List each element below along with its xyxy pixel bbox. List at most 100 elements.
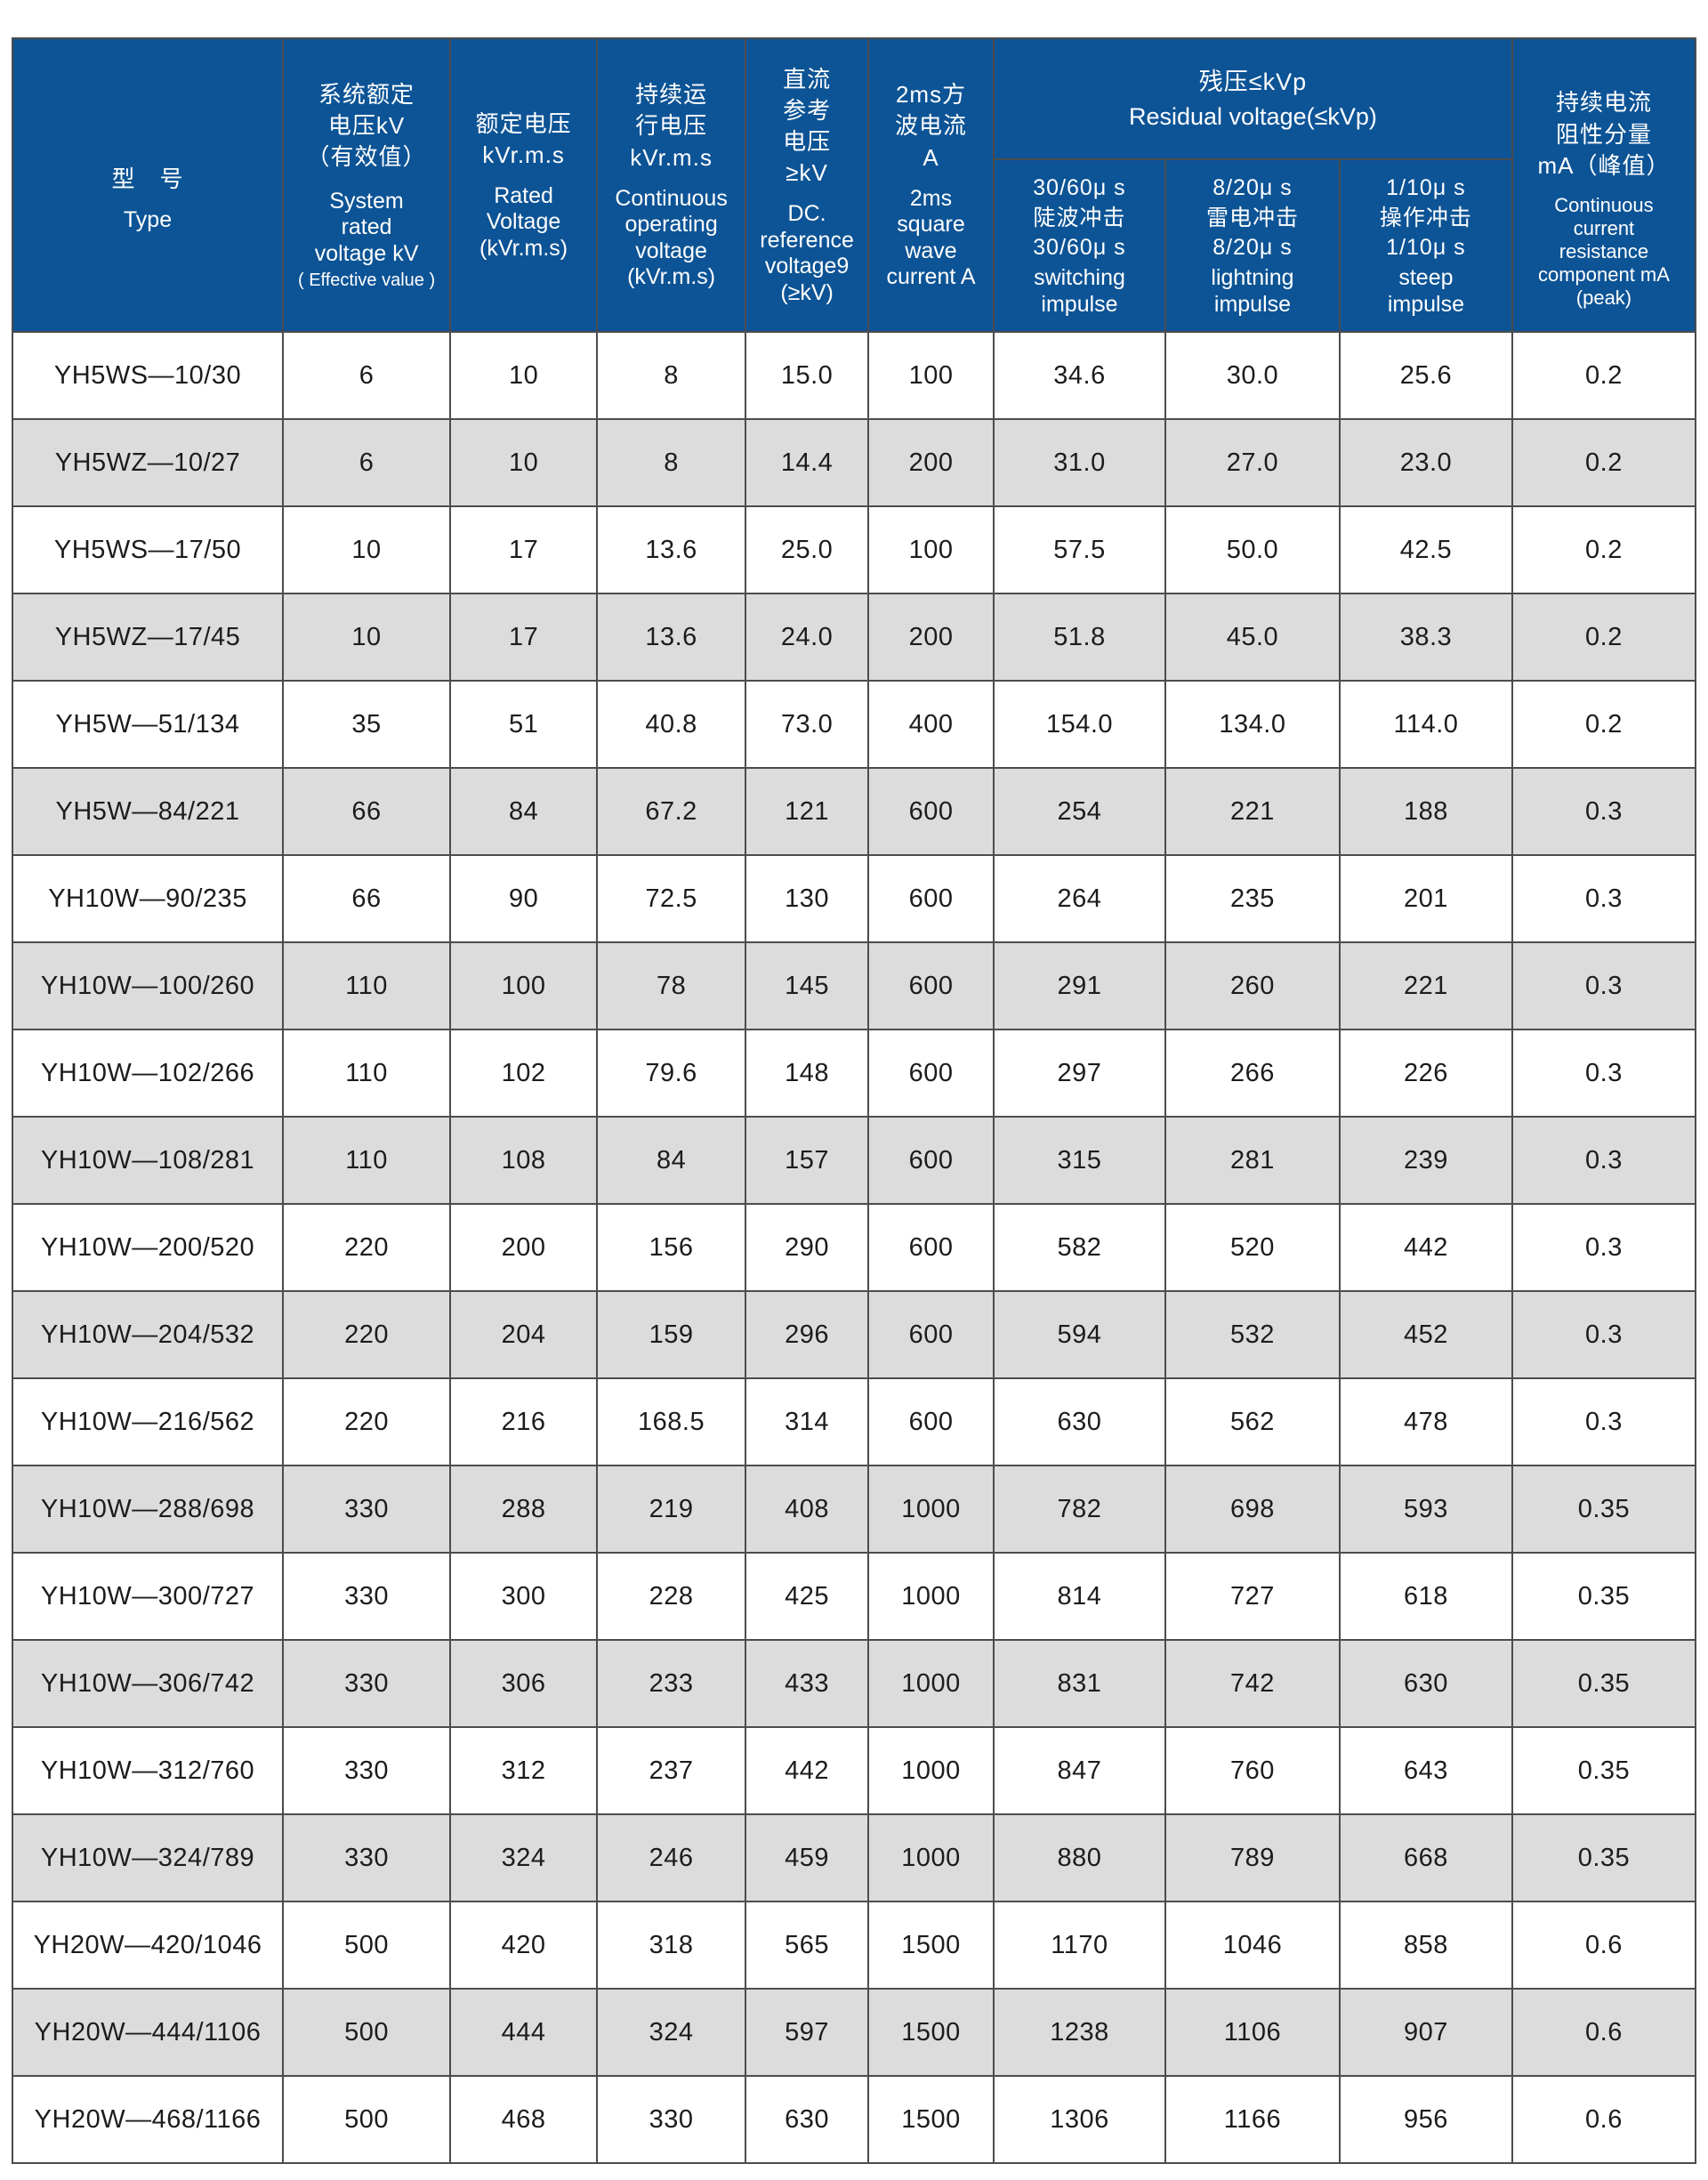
value-cell: 630 <box>1338 1639 1513 1728</box>
table-row: YH10W—90/235 66 90 72.5 130 600 264 235 201 0.3 <box>11 854 1697 943</box>
type-cell: YH10W—312/760 <box>11 1726 285 1815</box>
table-body: YH5WS—10/30 6 10 8 15.0 100 34.6 30.0 25.6 0.2 YH5… <box>11 331 1697 2164</box>
value-cell: 296 <box>745 1290 870 1379</box>
value-cell: 110 <box>282 1029 452 1118</box>
switching-impulse-en: switching impulse <box>1034 265 1125 317</box>
value-cell: 425 <box>745 1552 870 1641</box>
value-cell: 291 <box>993 941 1166 1030</box>
value-cell: 157 <box>745 1116 870 1205</box>
value-cell: 442 <box>745 1726 870 1815</box>
type-cell: YH5WZ—10/27 <box>11 418 285 507</box>
value-cell: 235 <box>1164 854 1341 943</box>
value-cell: 593 <box>1338 1465 1513 1554</box>
value-cell: 858 <box>1338 1901 1513 1990</box>
type-cell: YH10W—102/266 <box>11 1029 285 1118</box>
value-cell: 500 <box>282 2075 452 2164</box>
value-cell: 114.0 <box>1338 680 1513 769</box>
value-cell: 668 <box>1338 1813 1513 1902</box>
value-cell: 444 <box>449 1988 599 2077</box>
type-cell: YH10W—216/562 <box>11 1377 285 1466</box>
value-cell: 0.35 <box>1511 1639 1697 1728</box>
col-header-continuous-current: 持续电流 阻性分量 mA（峰值） Continuous current resi… <box>1511 37 1697 333</box>
value-cell: 154.0 <box>993 680 1166 769</box>
value-cell: 0.3 <box>1511 1029 1697 1118</box>
value-cell: 228 <box>596 1552 747 1641</box>
table-row: YH5W—84/221 66 84 67.2 121 600 254 221 188 0.3 <box>11 767 1697 856</box>
col-header-dc-reference-voltage: 直流 参考 电压 ≥kV DC. reference voltage9 (≥kV… <box>745 37 870 333</box>
value-cell: 306 <box>449 1639 599 1728</box>
value-cell: 956 <box>1338 2075 1513 2164</box>
value-cell: 84 <box>596 1116 747 1205</box>
value-cell: 400 <box>867 680 995 769</box>
type-cell: YH5WS—10/30 <box>11 331 285 420</box>
value-cell: 220 <box>282 1377 452 1466</box>
value-cell: 8 <box>596 418 747 507</box>
value-cell: 0.35 <box>1511 1465 1697 1554</box>
value-cell: 831 <box>993 1639 1166 1728</box>
type-cell: YH10W—324/789 <box>11 1813 285 1902</box>
value-cell: 204 <box>449 1290 599 1379</box>
value-cell: 237 <box>596 1726 747 1815</box>
value-cell: 1500 <box>867 1901 995 1990</box>
col-header-steep-impulse: 1/10μ s 操作冲击 1/10μ s steep impulse <box>1338 158 1513 333</box>
value-cell: 782 <box>993 1465 1166 1554</box>
value-cell: 200 <box>449 1203 599 1292</box>
value-cell: 25.6 <box>1338 331 1513 420</box>
residual-group-zh: 残压≤kVp <box>1198 68 1308 95</box>
value-cell: 600 <box>867 1377 995 1466</box>
table-row: YH10W—102/266 110 102 79.6 148 600 297 266 226 0.… <box>11 1029 1697 1118</box>
value-cell: 159 <box>596 1290 747 1379</box>
value-cell: 760 <box>1164 1726 1341 1815</box>
value-cell: 600 <box>867 1029 995 1118</box>
value-cell: 24.0 <box>745 593 870 682</box>
value-cell: 260 <box>1164 941 1341 1030</box>
type-cell: YH5WZ—17/45 <box>11 593 285 682</box>
type-cell: YH10W—100/260 <box>11 941 285 1030</box>
value-cell: 452 <box>1338 1290 1513 1379</box>
value-cell: 0.6 <box>1511 1988 1697 2077</box>
value-cell: 156 <box>596 1203 747 1292</box>
col-header-system-voltage-en: System rated voltage kV <box>314 188 419 266</box>
value-cell: 200 <box>867 418 995 507</box>
value-cell: 134.0 <box>1164 680 1341 769</box>
value-cell: 6 <box>282 418 452 507</box>
value-cell: 34.6 <box>993 331 1166 420</box>
value-cell: 1170 <box>993 1901 1166 1990</box>
value-cell: 290 <box>745 1203 870 1292</box>
value-cell: 201 <box>1338 854 1513 943</box>
residual-group-en: Residual voltage(≤kVp) <box>1128 103 1377 131</box>
value-cell: 330 <box>596 2075 747 2164</box>
value-cell: 220 <box>282 1290 452 1379</box>
value-cell: 23.0 <box>1338 418 1513 507</box>
value-cell: 478 <box>1338 1377 1513 1466</box>
value-cell: 532 <box>1164 1290 1341 1379</box>
col-header-dc-en: DC. reference voltage9 (≥kV) <box>760 201 854 305</box>
col-header-cov-zh: 持续运 行电压 kVr.m.s <box>630 81 713 171</box>
value-cell: 239 <box>1338 1116 1513 1205</box>
value-cell: 264 <box>993 854 1166 943</box>
value-cell: 0.35 <box>1511 1726 1697 1815</box>
value-cell: 314 <box>745 1377 870 1466</box>
value-cell: 266 <box>1164 1029 1341 1118</box>
value-cell: 31.0 <box>993 418 1166 507</box>
value-cell: 40.8 <box>596 680 747 769</box>
col-header-cov-en: Continuous operating voltage (kVr.m.s) <box>615 185 728 290</box>
value-cell: 1500 <box>867 1988 995 2077</box>
value-cell: 67.2 <box>596 767 747 856</box>
value-cell: 1000 <box>867 1726 995 1815</box>
value-cell: 698 <box>1164 1465 1341 1554</box>
value-cell: 281 <box>1164 1116 1341 1205</box>
value-cell: 10 <box>282 593 452 682</box>
value-cell: 814 <box>993 1552 1166 1641</box>
value-cell: 600 <box>867 767 995 856</box>
col-header-cc-en: Continuous current resistance component … <box>1537 193 1670 309</box>
table-row: YH10W—324/789 330 324 246 459 1000 880 789 668 0.… <box>11 1813 1697 1902</box>
value-cell: 297 <box>993 1029 1166 1118</box>
value-cell: 73.0 <box>745 680 870 769</box>
value-cell: 0.3 <box>1511 1290 1697 1379</box>
value-cell: 442 <box>1338 1203 1513 1292</box>
value-cell: 0.3 <box>1511 1203 1697 1292</box>
value-cell: 45.0 <box>1164 593 1341 682</box>
value-cell: 0.35 <box>1511 1813 1697 1902</box>
